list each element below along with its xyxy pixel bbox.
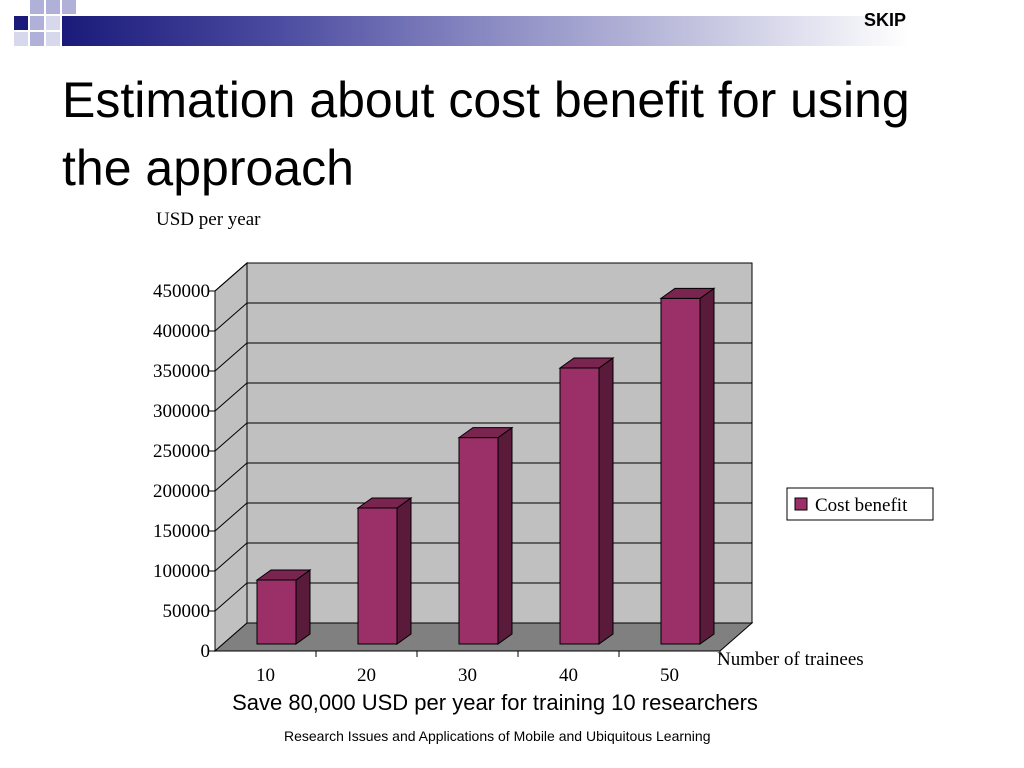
y-tick-label: 50000 (163, 601, 211, 622)
y-tick-label: 450000 (153, 281, 210, 302)
x-tick-label: 20 (357, 665, 376, 686)
bar-chart: 0 50000 100000 150000 200000 250000 300000 3500… (153, 209, 934, 686)
bar-side (699, 287, 715, 645)
gridline-side (214, 462, 248, 492)
gridline-side (214, 542, 248, 572)
brand-label: SKIP (863, 10, 906, 30)
slide-footer: Research Issues and Applications of Mobi… (284, 728, 711, 744)
bar (660, 297, 701, 645)
chart-side-wall (214, 261, 248, 653)
x-tick-label: 50 (660, 665, 679, 686)
bar-top (558, 357, 615, 369)
y-tick-label: 0 (201, 641, 211, 662)
gridline-side (214, 302, 248, 332)
y-tick-label: 200000 (153, 481, 210, 502)
chart-bars (255, 287, 716, 645)
bar-side (295, 569, 311, 645)
legend-swatch (794, 497, 808, 511)
legend-box (786, 487, 934, 521)
gridline-side (214, 342, 248, 372)
chart-legend: Cost benefit (786, 487, 934, 521)
y-tick-label: 400000 (153, 321, 210, 342)
bar-side (598, 357, 614, 645)
gridline-side (214, 382, 248, 412)
x-tick-label: 40 (559, 665, 578, 686)
y-tick-label: 300000 (153, 401, 210, 422)
bar-top (457, 427, 514, 439)
theme-gradient-bar (62, 16, 1024, 46)
y-tick-label: 350000 (153, 361, 210, 382)
bar (357, 507, 398, 645)
y-tick-label: 150000 (153, 521, 210, 542)
bar-top (255, 569, 312, 581)
gridline-side (214, 582, 248, 612)
bar (559, 367, 600, 645)
x-axis-label: Number of trainees (717, 649, 864, 670)
bar-side (497, 426, 513, 645)
bar-top (659, 287, 716, 299)
gridline-side (214, 502, 248, 532)
slide-title: Estimation about cost benefit for using … (62, 72, 910, 196)
slide-theme-decoration (14, 0, 76, 46)
x-tick-label: 30 (458, 665, 477, 686)
chart-axes: 0 50000 100000 150000 200000 250000 300000 3500… (153, 281, 721, 686)
y-tick-label: 100000 (153, 561, 210, 582)
y-tick-label: 250000 (153, 441, 210, 462)
y-axis-label: USD per year (156, 209, 261, 230)
bar-top (356, 497, 413, 509)
legend-label: Cost benefit (815, 495, 908, 516)
gridline-side (214, 262, 248, 292)
bar-side (396, 497, 412, 645)
bar (256, 579, 297, 645)
slide-caption: Save 80,000 USD per year for training 10… (232, 690, 758, 715)
bar (458, 437, 499, 645)
x-tick-label: 10 (256, 665, 275, 686)
gridline-side (214, 422, 248, 452)
